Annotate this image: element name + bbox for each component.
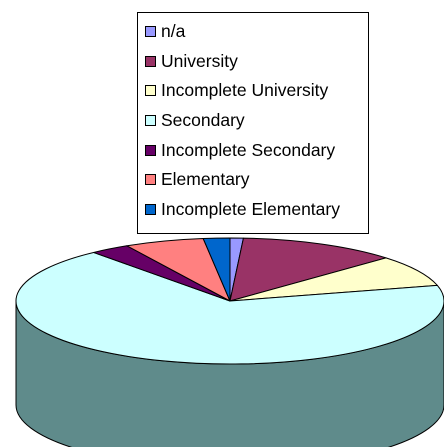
legend-label-incomplete-elementary: Incomplete Elementary — [161, 198, 340, 219]
legend-item-university: University — [145, 47, 368, 77]
legend-item-incomplete-elementary: Incomplete Elementary — [145, 195, 368, 225]
chart-legend: n/a University Incomplete University Sec… — [137, 12, 369, 234]
legend-swatch-incomplete-university — [145, 85, 156, 97]
pie-slice-incomplete-university — [229, 257, 438, 302]
pie-slice-university — [229, 237, 387, 302]
legend-label-incomplete-university: Incomplete University — [161, 80, 329, 101]
legend-swatch-incomplete-elementary — [145, 203, 156, 215]
pie-slice-secondary — [15, 251, 444, 365]
legend-swatch-elementary — [145, 174, 156, 186]
pie-chart — [15, 237, 444, 447]
legend-swatch-secondary — [145, 115, 156, 127]
pie-slice-incomplete-elementary — [202, 237, 231, 302]
legend-label-elementary: Elementary — [161, 169, 250, 190]
legend-item-incomplete-university: Incomplete University — [145, 76, 368, 106]
legend-item-secondary: Secondary — [145, 106, 368, 136]
legend-label-na: n/a — [161, 21, 186, 42]
legend-swatch-incomplete-secondary — [145, 144, 156, 156]
legend-label-secondary: Secondary — [161, 110, 245, 131]
legend-swatch-na — [145, 26, 156, 38]
legend-label-university: University — [161, 50, 238, 71]
legend-label-incomplete-secondary: Incomplete Secondary — [161, 139, 336, 160]
legend-item-na: n/a — [145, 17, 368, 47]
legend-item-incomplete-secondary: Incomplete Secondary — [145, 135, 368, 165]
legend-swatch-university — [145, 55, 156, 67]
legend-item-elementary: Elementary — [145, 165, 368, 195]
